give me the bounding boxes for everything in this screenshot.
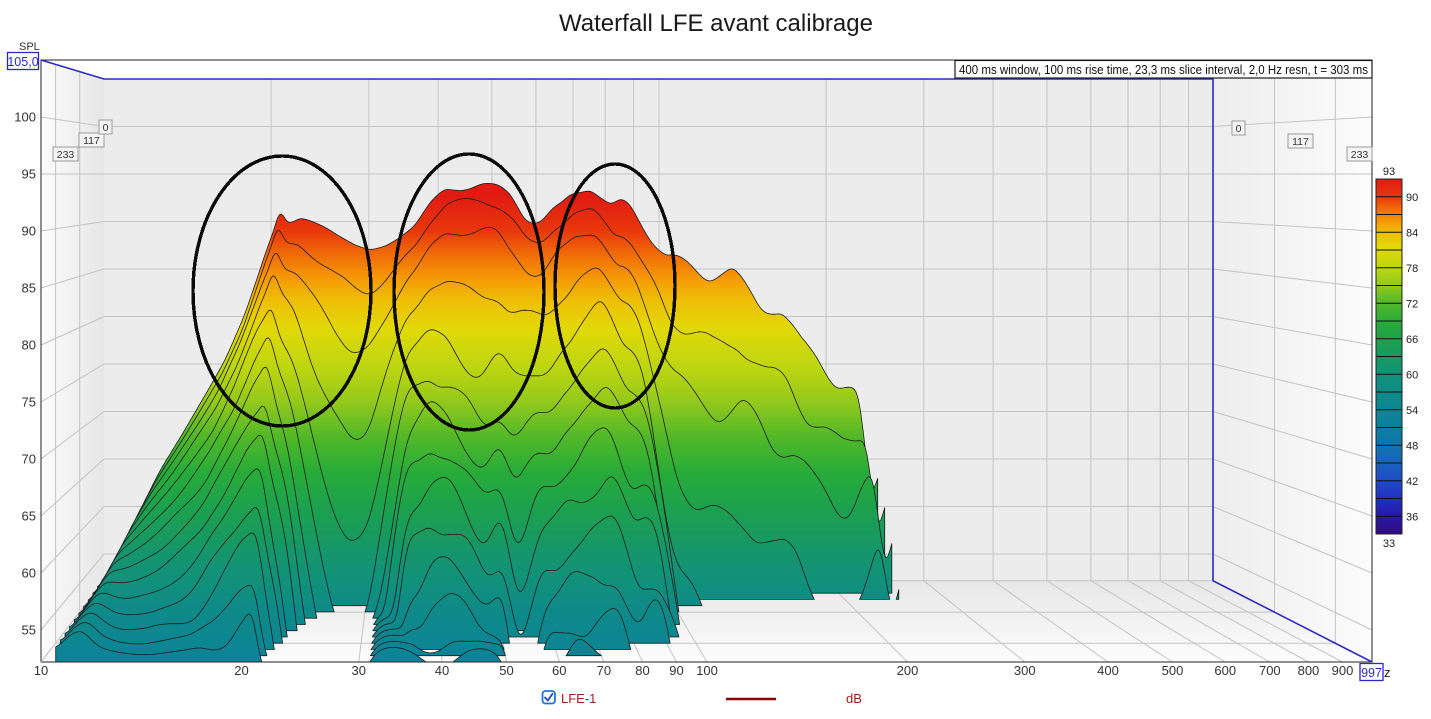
svg-text:54: 54	[1406, 405, 1418, 417]
svg-text:105,0: 105,0	[7, 55, 38, 69]
svg-text:36: 36	[1406, 511, 1418, 523]
svg-text:233: 233	[1351, 149, 1369, 161]
svg-text:100: 100	[14, 110, 36, 125]
svg-text:100: 100	[696, 663, 718, 678]
svg-text:75: 75	[22, 395, 36, 410]
svg-text:800: 800	[1298, 663, 1320, 678]
svg-text:48: 48	[1406, 440, 1418, 452]
svg-text:200: 200	[897, 663, 919, 678]
svg-text:30: 30	[352, 663, 366, 678]
svg-text:95: 95	[22, 167, 36, 182]
svg-text:84: 84	[1406, 227, 1418, 239]
svg-text:10: 10	[34, 663, 48, 678]
svg-text:60: 60	[552, 663, 566, 678]
svg-text:80: 80	[22, 338, 36, 353]
svg-text:Waterfall LFE avant calibrage: Waterfall LFE avant calibrage	[559, 10, 873, 37]
svg-text:117: 117	[1292, 136, 1309, 148]
svg-text:70: 70	[22, 452, 36, 467]
svg-text:400: 400	[1097, 663, 1119, 678]
svg-text:400 ms window, 100 ms rise tim: 400 ms window, 100 ms rise time, 23,3 ms…	[959, 63, 1368, 77]
svg-text:65: 65	[22, 509, 36, 524]
svg-text:33: 33	[1383, 538, 1395, 550]
svg-text:233: 233	[57, 149, 75, 161]
svg-text:70: 70	[597, 663, 611, 678]
svg-text:40: 40	[435, 663, 449, 678]
svg-text:72: 72	[1406, 298, 1418, 310]
svg-text:90: 90	[669, 663, 683, 678]
svg-text:90: 90	[22, 224, 36, 239]
svg-text:600: 600	[1214, 663, 1236, 678]
svg-text:80: 80	[635, 663, 649, 678]
svg-text:300: 300	[1014, 663, 1036, 678]
svg-text:60: 60	[1406, 369, 1418, 381]
svg-text:55: 55	[22, 623, 36, 638]
svg-text:900: 900	[1332, 663, 1354, 678]
svg-text:90: 90	[1406, 192, 1418, 204]
svg-text:997: 997	[1361, 666, 1382, 680]
svg-text:42: 42	[1406, 476, 1418, 488]
svg-text:dB: dB	[846, 691, 862, 706]
svg-text:93: 93	[1383, 166, 1395, 178]
svg-text:500: 500	[1162, 663, 1184, 678]
svg-text:z: z	[1384, 665, 1391, 680]
svg-text:78: 78	[1406, 263, 1418, 275]
svg-text:85: 85	[22, 281, 36, 296]
svg-text:700: 700	[1259, 663, 1281, 678]
svg-text:SPL: SPL	[19, 41, 40, 53]
svg-text:LFE-1: LFE-1	[561, 691, 596, 706]
svg-text:66: 66	[1406, 334, 1418, 346]
svg-text:0: 0	[103, 122, 109, 134]
svg-text:20: 20	[234, 663, 248, 678]
svg-text:60: 60	[22, 566, 36, 581]
svg-text:50: 50	[499, 663, 513, 678]
svg-text:0: 0	[1236, 123, 1242, 135]
svg-text:117: 117	[83, 135, 100, 147]
